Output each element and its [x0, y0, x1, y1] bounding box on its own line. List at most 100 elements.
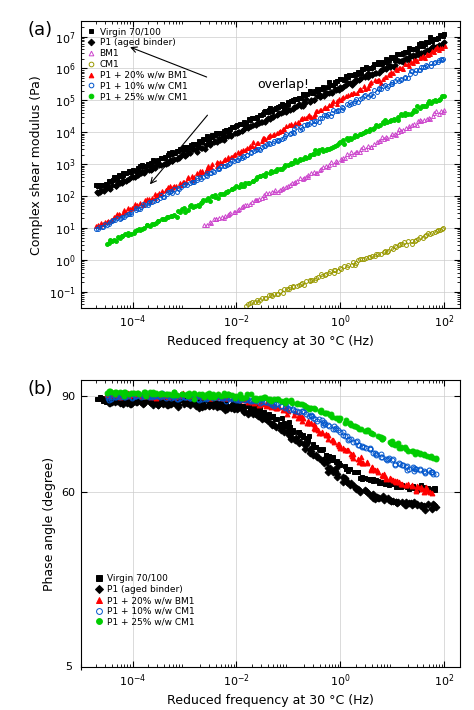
P1 + 10% w/w CM1 [160, 193, 165, 202]
CM1 [432, 228, 438, 236]
BM1 [368, 142, 374, 151]
BM1 [441, 106, 447, 114]
CM1 [282, 285, 287, 293]
P1 (aged binder) [165, 400, 171, 409]
P1 + 20% w/w BM1 [403, 481, 409, 489]
P1 (aged binder) [95, 188, 101, 197]
Virgin 70/100 [93, 181, 99, 190]
P1 + 20% w/w BM1 [442, 42, 448, 50]
CM1 [362, 254, 367, 263]
Virgin 70/100 [398, 482, 403, 491]
P1 (aged binder) [441, 38, 447, 47]
P1 (aged binder) [192, 399, 198, 408]
P1 + 20% w/w BM1 [93, 222, 99, 231]
Legend: Virgin 70/100, P1 (aged binder), BM1, CM1, P1 + 20% w/w BM1, P1 + 10% w/w CM1, P: Virgin 70/100, P1 (aged binder), BM1, CM… [85, 26, 189, 103]
CM1 [425, 229, 431, 237]
Line: P1 + 10% w/w CM1: P1 + 10% w/w CM1 [94, 57, 445, 231]
Line: BM1: BM1 [202, 108, 446, 227]
Virgin 70/100 [380, 477, 386, 486]
BM1 [253, 196, 259, 204]
P1 + 10% w/w CM1 [413, 66, 419, 75]
Virgin 70/100 [116, 171, 122, 180]
Line: CM1: CM1 [244, 226, 445, 307]
Virgin 70/100 [97, 393, 103, 402]
P1 + 25% w/w CM1 [434, 454, 439, 463]
P1 (aged binder) [422, 506, 428, 515]
Y-axis label: Phase angle (degree): Phase angle (degree) [43, 457, 56, 591]
P1 + 25% w/w CM1 [428, 452, 434, 460]
BM1 [201, 221, 207, 229]
P1 (aged binder) [106, 399, 111, 408]
P1 + 20% w/w BM1 [123, 391, 129, 399]
P1 (aged binder) [133, 395, 138, 404]
P1 + 10% w/w CM1 [438, 55, 444, 63]
P1 (aged binder) [161, 160, 167, 168]
P1 + 20% w/w BM1 [415, 483, 421, 491]
P1 (aged binder) [109, 181, 114, 190]
P1 + 20% w/w BM1 [158, 190, 164, 199]
P1 + 25% w/w CM1 [231, 184, 237, 192]
P1 (aged binder) [414, 50, 419, 59]
P1 + 20% w/w BM1 [104, 390, 110, 398]
BM1 [266, 189, 272, 197]
P1 + 25% w/w CM1 [174, 212, 180, 221]
P1 + 10% w/w CM1 [109, 217, 115, 226]
Line: P1 (aged binder): P1 (aged binder) [95, 40, 446, 195]
Virgin 70/100 [425, 38, 431, 46]
P1 (aged binder) [121, 400, 127, 408]
CM1 [345, 261, 351, 270]
Line: P1 + 25% w/w CM1: P1 + 25% w/w CM1 [105, 94, 446, 246]
P1 + 20% w/w BM1 [135, 388, 141, 397]
P1 + 10% w/w CM1 [433, 470, 438, 479]
P1 + 25% w/w CM1 [229, 391, 235, 400]
Text: (b): (b) [27, 381, 53, 398]
P1 (aged binder) [116, 395, 121, 404]
P1 + 10% w/w CM1 [440, 55, 446, 63]
Virgin 70/100 [414, 486, 420, 495]
P1 + 25% w/w CM1 [107, 387, 112, 395]
P1 + 20% w/w BM1 [192, 391, 198, 399]
Virgin 70/100 [414, 44, 420, 53]
Text: (a): (a) [27, 21, 53, 39]
P1 + 10% w/w CM1 [189, 178, 195, 187]
P1 + 10% w/w CM1 [121, 393, 127, 401]
P1 + 25% w/w CM1 [433, 453, 439, 462]
P1 + 20% w/w BM1 [429, 489, 435, 498]
P1 (aged binder) [115, 178, 121, 186]
Line: P1 + 10% w/w CM1: P1 + 10% w/w CM1 [105, 391, 438, 477]
Line: Virgin 70/100: Virgin 70/100 [95, 395, 438, 493]
P1 (aged binder) [433, 503, 439, 511]
P1 + 10% w/w CM1 [117, 214, 123, 223]
Line: P1 + 20% w/w BM1: P1 + 20% w/w BM1 [105, 391, 435, 496]
Virgin 70/100 [194, 395, 200, 404]
P1 + 10% w/w CM1 [96, 224, 101, 233]
Virgin 70/100 [110, 175, 116, 184]
P1 + 25% w/w CM1 [430, 97, 436, 106]
P1 + 10% w/w CM1 [193, 393, 199, 401]
CM1 [243, 302, 249, 310]
P1 + 10% w/w CM1 [93, 224, 99, 233]
P1 + 25% w/w CM1 [144, 221, 150, 229]
P1 + 25% w/w CM1 [171, 388, 176, 396]
P1 + 25% w/w CM1 [441, 92, 447, 101]
P1 + 10% w/w CM1 [159, 389, 165, 398]
P1 (aged binder) [427, 45, 432, 54]
P1 + 10% w/w CM1 [424, 62, 430, 70]
CM1 [290, 283, 296, 292]
P1 + 20% w/w BM1 [185, 173, 191, 182]
Line: P1 + 20% w/w BM1: P1 + 20% w/w BM1 [94, 45, 447, 229]
BM1 [334, 158, 340, 166]
Virgin 70/100 [279, 414, 285, 422]
P1 + 25% w/w CM1 [398, 443, 404, 452]
Virgin 70/100 [393, 483, 399, 491]
Text: overlap!: overlap! [257, 77, 309, 91]
P1 (aged binder) [94, 187, 100, 196]
P1 + 10% w/w CM1 [168, 392, 174, 400]
P1 + 25% w/w CM1 [109, 237, 115, 246]
P1 + 25% w/w CM1 [402, 109, 408, 117]
X-axis label: Reduced frequency at 30 °C (Hz): Reduced frequency at 30 °C (Hz) [167, 694, 374, 707]
P1 (aged binder) [188, 149, 193, 158]
CM1 [440, 224, 446, 232]
Virgin 70/100 [95, 182, 101, 190]
Virgin 70/100 [189, 141, 194, 149]
